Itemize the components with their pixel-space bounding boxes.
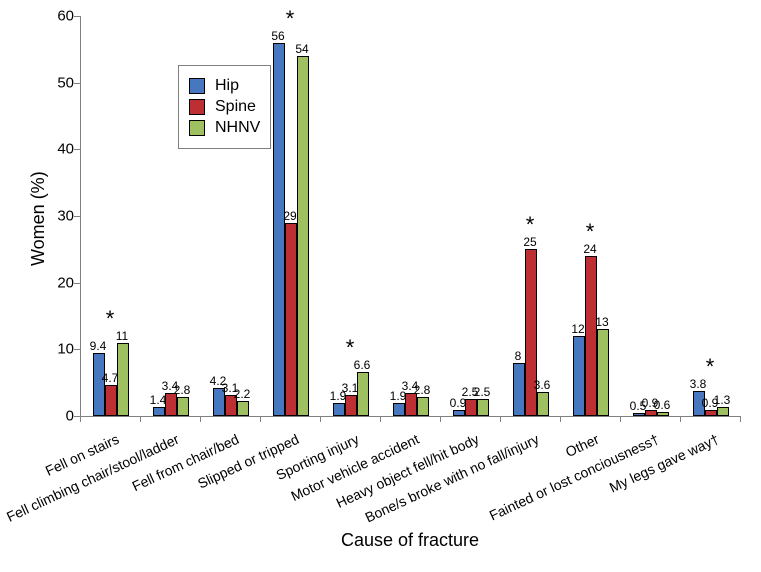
- bar-value-label: 3.6: [534, 378, 551, 392]
- x-tick-mark: [620, 416, 621, 422]
- y-tick-mark: [74, 83, 80, 84]
- bar-value-label: 11: [116, 329, 128, 343]
- bar: [117, 343, 129, 416]
- bar-value-label: 12: [571, 322, 584, 336]
- legend-swatch: [189, 120, 205, 136]
- bar-value-label: 4.7: [102, 371, 119, 385]
- bar: [105, 385, 117, 416]
- bar: [393, 403, 405, 416]
- x-tick-mark: [680, 416, 681, 422]
- y-tick-label: 10: [0, 341, 74, 358]
- bar: [705, 410, 717, 416]
- bar: [153, 407, 165, 416]
- bar-value-label: 2.5: [474, 385, 491, 399]
- y-tick-mark: [74, 349, 80, 350]
- bar-value-label: 8: [515, 349, 522, 363]
- bar: [717, 407, 729, 416]
- y-tick-mark: [74, 16, 80, 17]
- bar-value-label: 2.2: [234, 387, 251, 401]
- bar-value-label: 2.8: [174, 383, 191, 397]
- y-tick-label: 0: [0, 408, 74, 425]
- significance-star: *: [346, 335, 355, 361]
- x-axis-title: Cause of fracture: [341, 530, 479, 551]
- bar: [597, 329, 609, 416]
- significance-star: *: [706, 354, 715, 380]
- significance-star: *: [586, 219, 595, 245]
- x-tick-mark: [80, 416, 81, 422]
- chart-container: 01020304050609.44.711*Fell on stairs1.43…: [0, 0, 761, 556]
- bar-value-label: 3.8: [690, 377, 707, 391]
- bar: [177, 397, 189, 416]
- bar-value-label: 6.6: [354, 358, 371, 372]
- y-tick-mark: [74, 283, 80, 284]
- bar-value-label: 0.6: [654, 398, 671, 412]
- y-tick-mark: [74, 216, 80, 217]
- x-tick-mark: [380, 416, 381, 422]
- bar: [93, 353, 105, 416]
- bar: [237, 401, 249, 416]
- significance-star: *: [286, 6, 295, 32]
- bar: [633, 413, 645, 416]
- bar: [345, 395, 357, 416]
- y-tick-label: 40: [0, 141, 74, 158]
- bar-value-label: 54: [295, 42, 308, 56]
- legend-swatch: [189, 99, 205, 115]
- y-tick-label: 20: [0, 274, 74, 291]
- bar-value-label: 13: [595, 315, 608, 329]
- legend-item: NHNV: [189, 119, 260, 137]
- bar: [333, 403, 345, 416]
- legend-label: NHNV: [215, 119, 260, 137]
- bar: [465, 399, 477, 416]
- x-tick-mark: [740, 416, 741, 422]
- legend-label: Spine: [215, 98, 256, 116]
- y-tick-mark: [74, 149, 80, 150]
- bar: [273, 43, 285, 416]
- significance-star: *: [106, 306, 115, 332]
- bar: [417, 397, 429, 416]
- x-tick-mark: [500, 416, 501, 422]
- legend-label: Hip: [215, 77, 239, 95]
- x-tick-mark: [440, 416, 441, 422]
- bar: [585, 256, 597, 416]
- legend: Hip Spine NHNV: [178, 65, 271, 149]
- bar: [477, 399, 489, 416]
- bar: [513, 363, 525, 416]
- x-tick-mark: [260, 416, 261, 422]
- significance-star: *: [526, 212, 535, 238]
- x-tick-mark: [320, 416, 321, 422]
- bar-value-label: 2.8: [414, 383, 431, 397]
- bar: [453, 410, 465, 416]
- x-tick-mark: [560, 416, 561, 422]
- bar: [357, 372, 369, 416]
- bar-value-label: 56: [271, 29, 284, 43]
- legend-swatch: [189, 78, 205, 94]
- bar: [285, 223, 297, 416]
- bar-value-label: 3.1: [342, 381, 359, 395]
- x-tick-mark: [200, 416, 201, 422]
- bar-value-label: 1.3: [714, 393, 731, 407]
- bar: [573, 336, 585, 416]
- bar: [657, 412, 669, 416]
- legend-item: Hip: [189, 77, 260, 95]
- x-tick-mark: [140, 416, 141, 422]
- y-tick-label: 60: [0, 8, 74, 25]
- bar: [297, 56, 309, 416]
- bar-value-label: 1.4: [150, 393, 167, 407]
- legend-item: Spine: [189, 98, 260, 116]
- bar-value-label: 29: [283, 209, 296, 223]
- y-tick-label: 50: [0, 74, 74, 91]
- bar: [537, 392, 549, 416]
- y-axis-title: Women (%): [28, 171, 49, 266]
- bar-value-label: 9.4: [90, 339, 107, 353]
